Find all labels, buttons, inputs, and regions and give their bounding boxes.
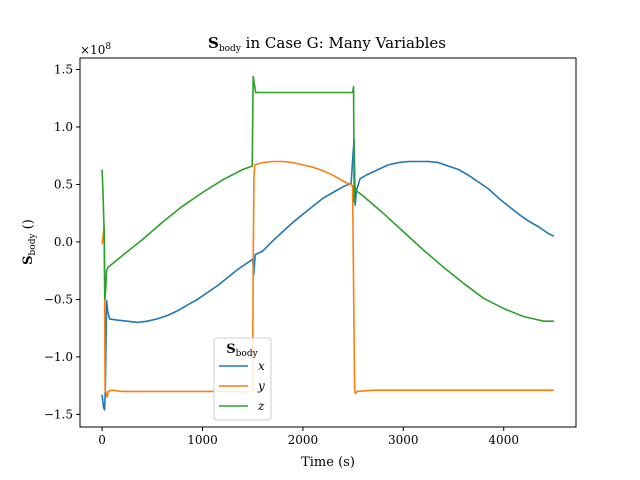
plot-frame (79, 57, 577, 428)
x-tick-label: 3000 (388, 433, 419, 447)
y-tick-label: 0.5 (54, 177, 73, 191)
x-tick-label: 1000 (187, 433, 218, 447)
y-axis: −1.5 −1.0 −0.5 0.0 0.5 1.0 1.5 (44, 62, 80, 421)
chart-title: Sbody in Case G: Many Variables (208, 34, 446, 54)
chart-title-main: S (208, 34, 219, 52)
y-tick-label: −1.5 (44, 407, 73, 421)
series-line-z (101, 75, 554, 322)
y-axis-title-subscript: body (28, 233, 38, 256)
legend-title-subscript: body (236, 349, 259, 359)
y-axis-title-rest: () (21, 219, 36, 233)
series-line-y (101, 160, 554, 398)
y-axis-multiplier: ×108 (80, 42, 111, 57)
y-axis-multiplier-exponent: 8 (105, 42, 111, 52)
x-tick-label: 2000 (288, 433, 319, 447)
y-axis-title-main: S (21, 255, 36, 264)
x-tick-label: 0 (98, 433, 106, 447)
legend-label-z: z (257, 399, 265, 413)
x-axis: 0 1000 2000 3000 4000 (98, 427, 519, 447)
y-tick-label: 0.0 (54, 235, 73, 249)
y-tick-label: 1.5 (54, 62, 73, 76)
series-line-x (101, 137, 555, 411)
y-tick-label: −1.0 (44, 350, 73, 364)
series-layer (101, 75, 555, 411)
y-axis-title: Sbody () (21, 219, 38, 265)
chart-title-subscript: body (219, 44, 242, 54)
legend-title: Sbody (226, 342, 258, 359)
y-tick-label: −0.5 (44, 292, 73, 306)
x-axis-title: Time (s) (301, 455, 355, 470)
y-tick-label: 1.0 (54, 120, 73, 134)
legend: Sbody xyz (213, 337, 272, 421)
x-tick-label: 4000 (488, 433, 519, 447)
legend-label-y: y (257, 379, 265, 393)
legend-box (213, 337, 272, 421)
legend-items: xyz (219, 359, 265, 413)
chart-title-rest: in Case G: Many Variables (241, 34, 446, 52)
legend-label-x: x (258, 359, 265, 373)
